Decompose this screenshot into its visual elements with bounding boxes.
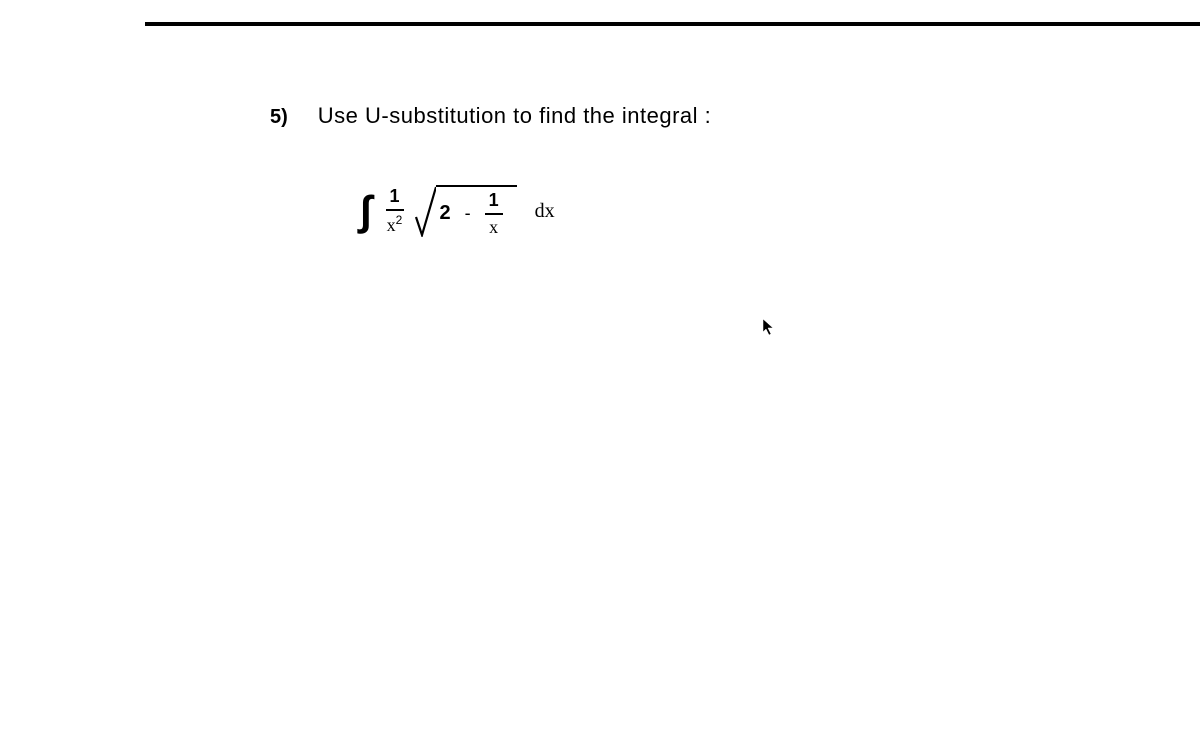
problem-number: 5) bbox=[270, 106, 288, 129]
integral-equation: ∫ 1 x2 2 - 1 x bbox=[360, 185, 711, 237]
exponent-2: 2 bbox=[396, 213, 403, 227]
fraction-1-over-x-squared: 1 x2 bbox=[386, 186, 404, 236]
variable-x-inner: x bbox=[489, 217, 498, 237]
fraction-1-over-x: 1 x bbox=[485, 190, 503, 238]
fraction-denominator: x2 bbox=[387, 211, 403, 236]
fraction-numerator: 1 bbox=[386, 186, 404, 211]
constant-2: 2 bbox=[440, 202, 451, 225]
variable-x: x bbox=[387, 215, 396, 235]
radicand: 2 - 1 x bbox=[436, 185, 517, 237]
radical-symbol bbox=[414, 185, 436, 237]
square-root-expression: 2 - 1 x bbox=[414, 185, 517, 237]
problem-content: 5) Use U-substitution to find the integr… bbox=[270, 103, 711, 237]
fraction-numerator-inner: 1 bbox=[485, 190, 503, 215]
top-border bbox=[145, 22, 1200, 26]
problem-text: Use U-substitution to find the integral … bbox=[318, 103, 711, 129]
problem-header-line: 5) Use U-substitution to find the integr… bbox=[270, 103, 711, 129]
fraction-denominator-inner: x bbox=[489, 215, 498, 238]
integral-symbol: ∫ bbox=[360, 190, 372, 232]
minus-operator: - bbox=[465, 203, 471, 224]
mouse-cursor-icon bbox=[762, 318, 776, 339]
differential-dx: dx bbox=[535, 200, 555, 223]
